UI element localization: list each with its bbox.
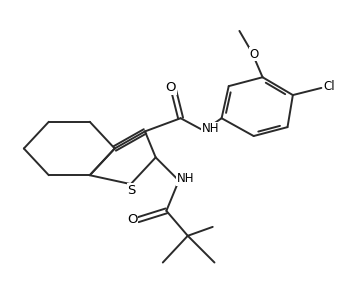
Text: NH: NH bbox=[177, 172, 194, 185]
Text: S: S bbox=[127, 184, 136, 197]
Text: O: O bbox=[166, 81, 176, 94]
Text: Cl: Cl bbox=[323, 80, 335, 93]
Text: NH: NH bbox=[202, 122, 219, 135]
Text: O: O bbox=[250, 48, 259, 61]
Text: O: O bbox=[127, 213, 138, 225]
